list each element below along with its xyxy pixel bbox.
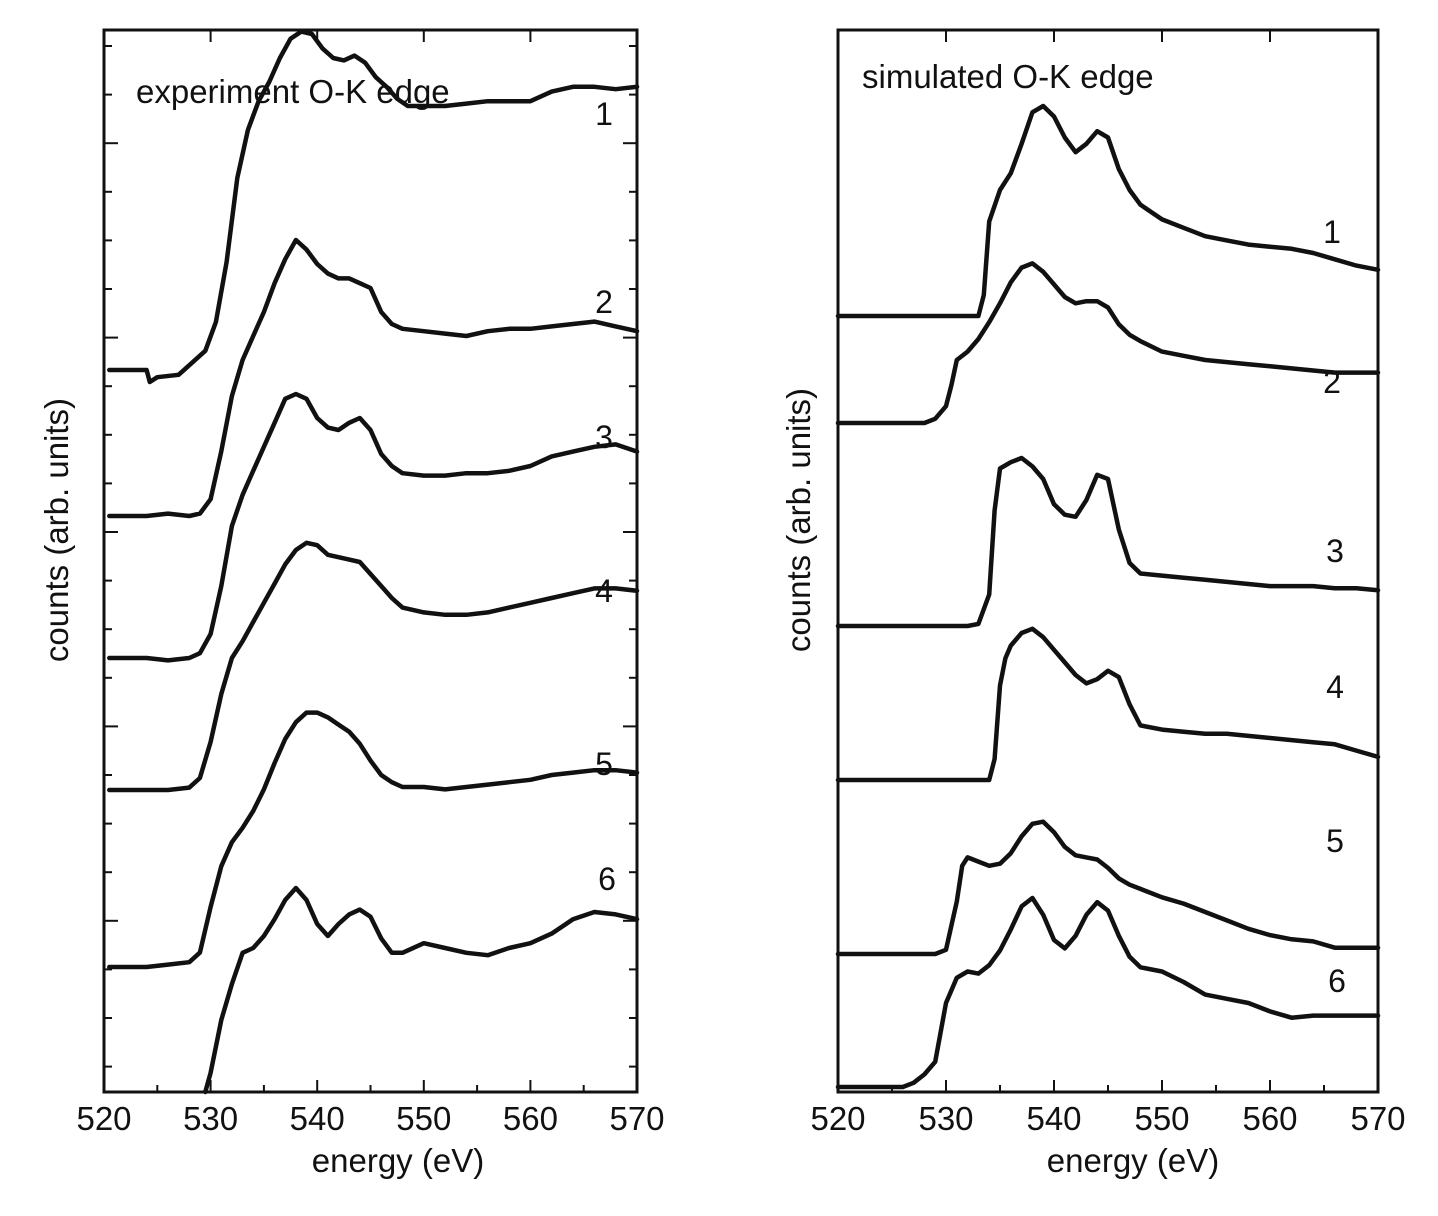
- curve-label-6: 6: [1328, 963, 1346, 999]
- spectrum-line-3: [107, 391, 640, 663]
- x-axis-label: energy (eV): [312, 1142, 484, 1179]
- spectrum-line-3: [835, 455, 1381, 629]
- x-tick-label: 530: [183, 1100, 238, 1137]
- spectrum-line-2: [107, 237, 640, 519]
- curve-label-2: 2: [595, 284, 613, 320]
- curve-label-2: 2: [1323, 364, 1341, 400]
- x-tick-label: 520: [810, 1100, 865, 1137]
- chart-title: simulated O-K edge: [862, 58, 1154, 95]
- x-tick-label: 540: [290, 1100, 345, 1137]
- plot-frame: [836, 28, 1380, 1094]
- x-tick-label: 540: [1026, 1100, 1081, 1137]
- spectrum-line-6: [203, 885, 640, 1095]
- curve-label-4: 4: [595, 573, 613, 609]
- x-tick-label: 570: [609, 1100, 664, 1137]
- spectrum-line-1: [835, 103, 1381, 319]
- y-axis-label: counts (arb. units): [38, 398, 75, 662]
- spectrum-line-5: [835, 819, 1381, 957]
- curve-label-3: 3: [1326, 533, 1344, 569]
- spectrum-line-1: [107, 29, 640, 385]
- curve-label-4: 4: [1326, 669, 1344, 705]
- x-tick-label: 520: [76, 1100, 131, 1137]
- curve-label-5: 5: [595, 746, 613, 782]
- x-tick-label: 550: [1134, 1100, 1189, 1137]
- experiment-panel: 520 530 540 550 560 570 1 2 3 4 5 6 experiment O-K e…: [38, 28, 665, 1179]
- simulated-panel: 520 530 540 550 560 570 1 2 3 4 5 6 simulated O-K ed…: [780, 28, 1406, 1179]
- spectrum-line-2: [835, 261, 1381, 426]
- x-tick-label: 560: [1242, 1100, 1297, 1137]
- x-tick-label: 530: [918, 1100, 973, 1137]
- x-tick-label: 560: [503, 1100, 558, 1137]
- curve-label-5: 5: [1326, 823, 1344, 859]
- spectrum-line-4: [107, 540, 640, 793]
- spectrum-line-4: [835, 626, 1381, 783]
- spectrum-line-5: [107, 710, 640, 970]
- plot-frame: [102, 28, 639, 1094]
- curve-label-3: 3: [595, 419, 613, 455]
- x-tick-label: 570: [1350, 1100, 1405, 1137]
- y-axis-label: counts (arb. units): [780, 388, 817, 652]
- spectrum-line-6: [835, 895, 1381, 1090]
- curve-label-6: 6: [598, 861, 616, 897]
- curve-label-1: 1: [595, 96, 613, 132]
- x-axis-label: energy (eV): [1047, 1142, 1219, 1179]
- x-tick-label: 550: [396, 1100, 451, 1137]
- curve-label-1: 1: [1323, 214, 1341, 250]
- chart-title: experiment O-K edge: [136, 73, 450, 110]
